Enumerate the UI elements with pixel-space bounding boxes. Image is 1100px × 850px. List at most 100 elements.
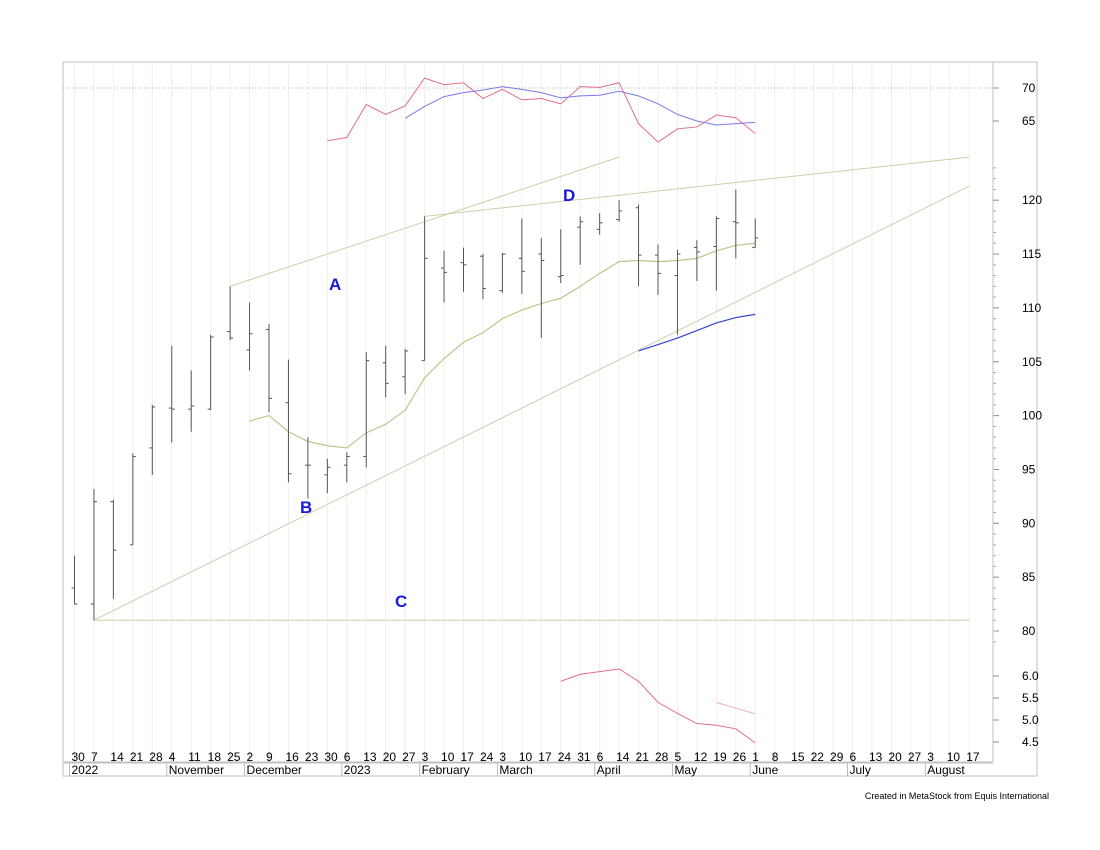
month-label: 2022 [72,763,99,777]
week-label: 12 [694,750,708,764]
week-label: 3 [927,750,934,764]
price-label: 115 [1022,247,1041,261]
week-gridlines [74,64,970,762]
upper-indicator-label: 70 [1022,81,1036,95]
week-label: 17 [538,750,552,764]
week-label: 27 [908,750,922,764]
price-label: 85 [1022,570,1036,584]
week-label: 17 [966,750,980,764]
ohlc-bar [460,247,467,292]
marker-d: D [563,186,575,205]
ohlc-bar [207,334,214,411]
ohlc-bar [382,345,389,398]
ohlc-bar [246,302,253,371]
moving-average [249,242,756,449]
month-label: 2023 [344,763,371,777]
week-label: 6 [597,750,604,764]
ohlc-bar [227,286,234,341]
price-label: 80 [1022,624,1036,638]
week-label: 29 [830,750,844,764]
ohlc-bar [577,216,584,265]
week-label: 17 [461,750,475,764]
lower-indicator-label: 5.5 [1022,691,1039,705]
marker-c: C [395,592,407,611]
week-label: 4 [169,750,176,764]
lower-indicator-label: 5.0 [1022,713,1039,727]
ohlc-bar [655,244,661,295]
month-label: April [597,763,621,777]
ohlc-bar [129,453,136,546]
upper-indicator-line-1 [327,77,756,143]
ohlc-bar [421,216,428,362]
ohlc-bars [71,189,759,621]
price-label: 95 [1022,462,1036,476]
ohlc-bar [752,218,759,249]
month-label: June [752,763,778,777]
ohlc-bar [518,218,525,294]
ohlc-bar [266,324,272,413]
ohlc-bar [363,352,370,468]
week-label: 24 [480,750,494,764]
week-label: 6 [850,750,857,764]
ohlc-bar [732,189,739,259]
moving-average-line [249,242,756,449]
ohlc-bar [149,404,156,475]
ohlc-bar [71,555,78,605]
week-label: 9 [266,750,273,764]
month-label: November [169,763,224,777]
ohlc-bar [402,348,409,395]
lower-indicator-label: 4.5 [1022,735,1039,749]
week-label: 22 [811,750,825,764]
ohlc-bar [343,452,350,483]
week-label: 28 [655,750,669,764]
week-label: 26 [733,750,747,764]
price-label: 120 [1022,193,1042,207]
ohlc-bar [304,437,311,499]
week-label: 6 [344,750,351,764]
ohlc-bar [499,252,506,293]
week-label: 13 [869,750,883,764]
week-label: 10 [519,750,533,764]
week-label: 10 [441,750,455,764]
ohlc-bar [616,200,623,222]
week-label: 2 [247,750,254,764]
ohlc-bar [557,229,564,284]
week-label: 31 [577,750,591,764]
week-label: 14 [616,750,630,764]
month-label: July [850,763,871,777]
month-label: May [674,763,697,777]
ohlc-bar [596,213,603,235]
ohlc-bar [168,345,175,443]
week-label: 19 [713,750,727,764]
week-label: 5 [674,750,681,764]
plot-frame [62,61,1038,777]
ohlc-bar [479,254,486,300]
lower-indicator-label: 6.0 [1022,669,1039,683]
ohlc-bar [538,237,545,339]
date-axis: 30 7 14 21 28 4 11 18 25 2 9 16 23 30 6 13 20 27 3 10 17 24 3 1… [69,750,980,777]
price-label: 100 [1022,409,1042,423]
ohlc-bar [90,488,97,621]
week-label: 1 [752,750,759,764]
week-label: 13 [363,750,377,764]
week-label: 18 [208,750,222,764]
trend-line [93,185,970,621]
ohlc-bar [188,370,195,432]
week-label: 15 [791,750,805,764]
month-label: February [422,763,470,777]
ohlc-bar [674,249,681,335]
price-axis: 80 85 90 95 100 105 110 115 120 65 70 4.5 5.0 5.5 6.0 [993,81,1042,749]
upper-indicator-line-2 [404,86,756,126]
price-label: 105 [1022,355,1042,369]
upper-indicator-label: 65 [1022,114,1036,128]
price-label: 110 [1022,301,1041,315]
price-label: 90 [1022,516,1036,530]
week-label: 30 [324,750,338,764]
ohlc-bar [693,240,700,281]
week-label: 21 [130,750,144,764]
ohlc-bar [635,204,642,287]
week-label: 3 [422,750,429,764]
week-label: 25 [227,750,241,764]
week-label: 10 [947,750,961,764]
ohlc-bar [441,250,448,303]
